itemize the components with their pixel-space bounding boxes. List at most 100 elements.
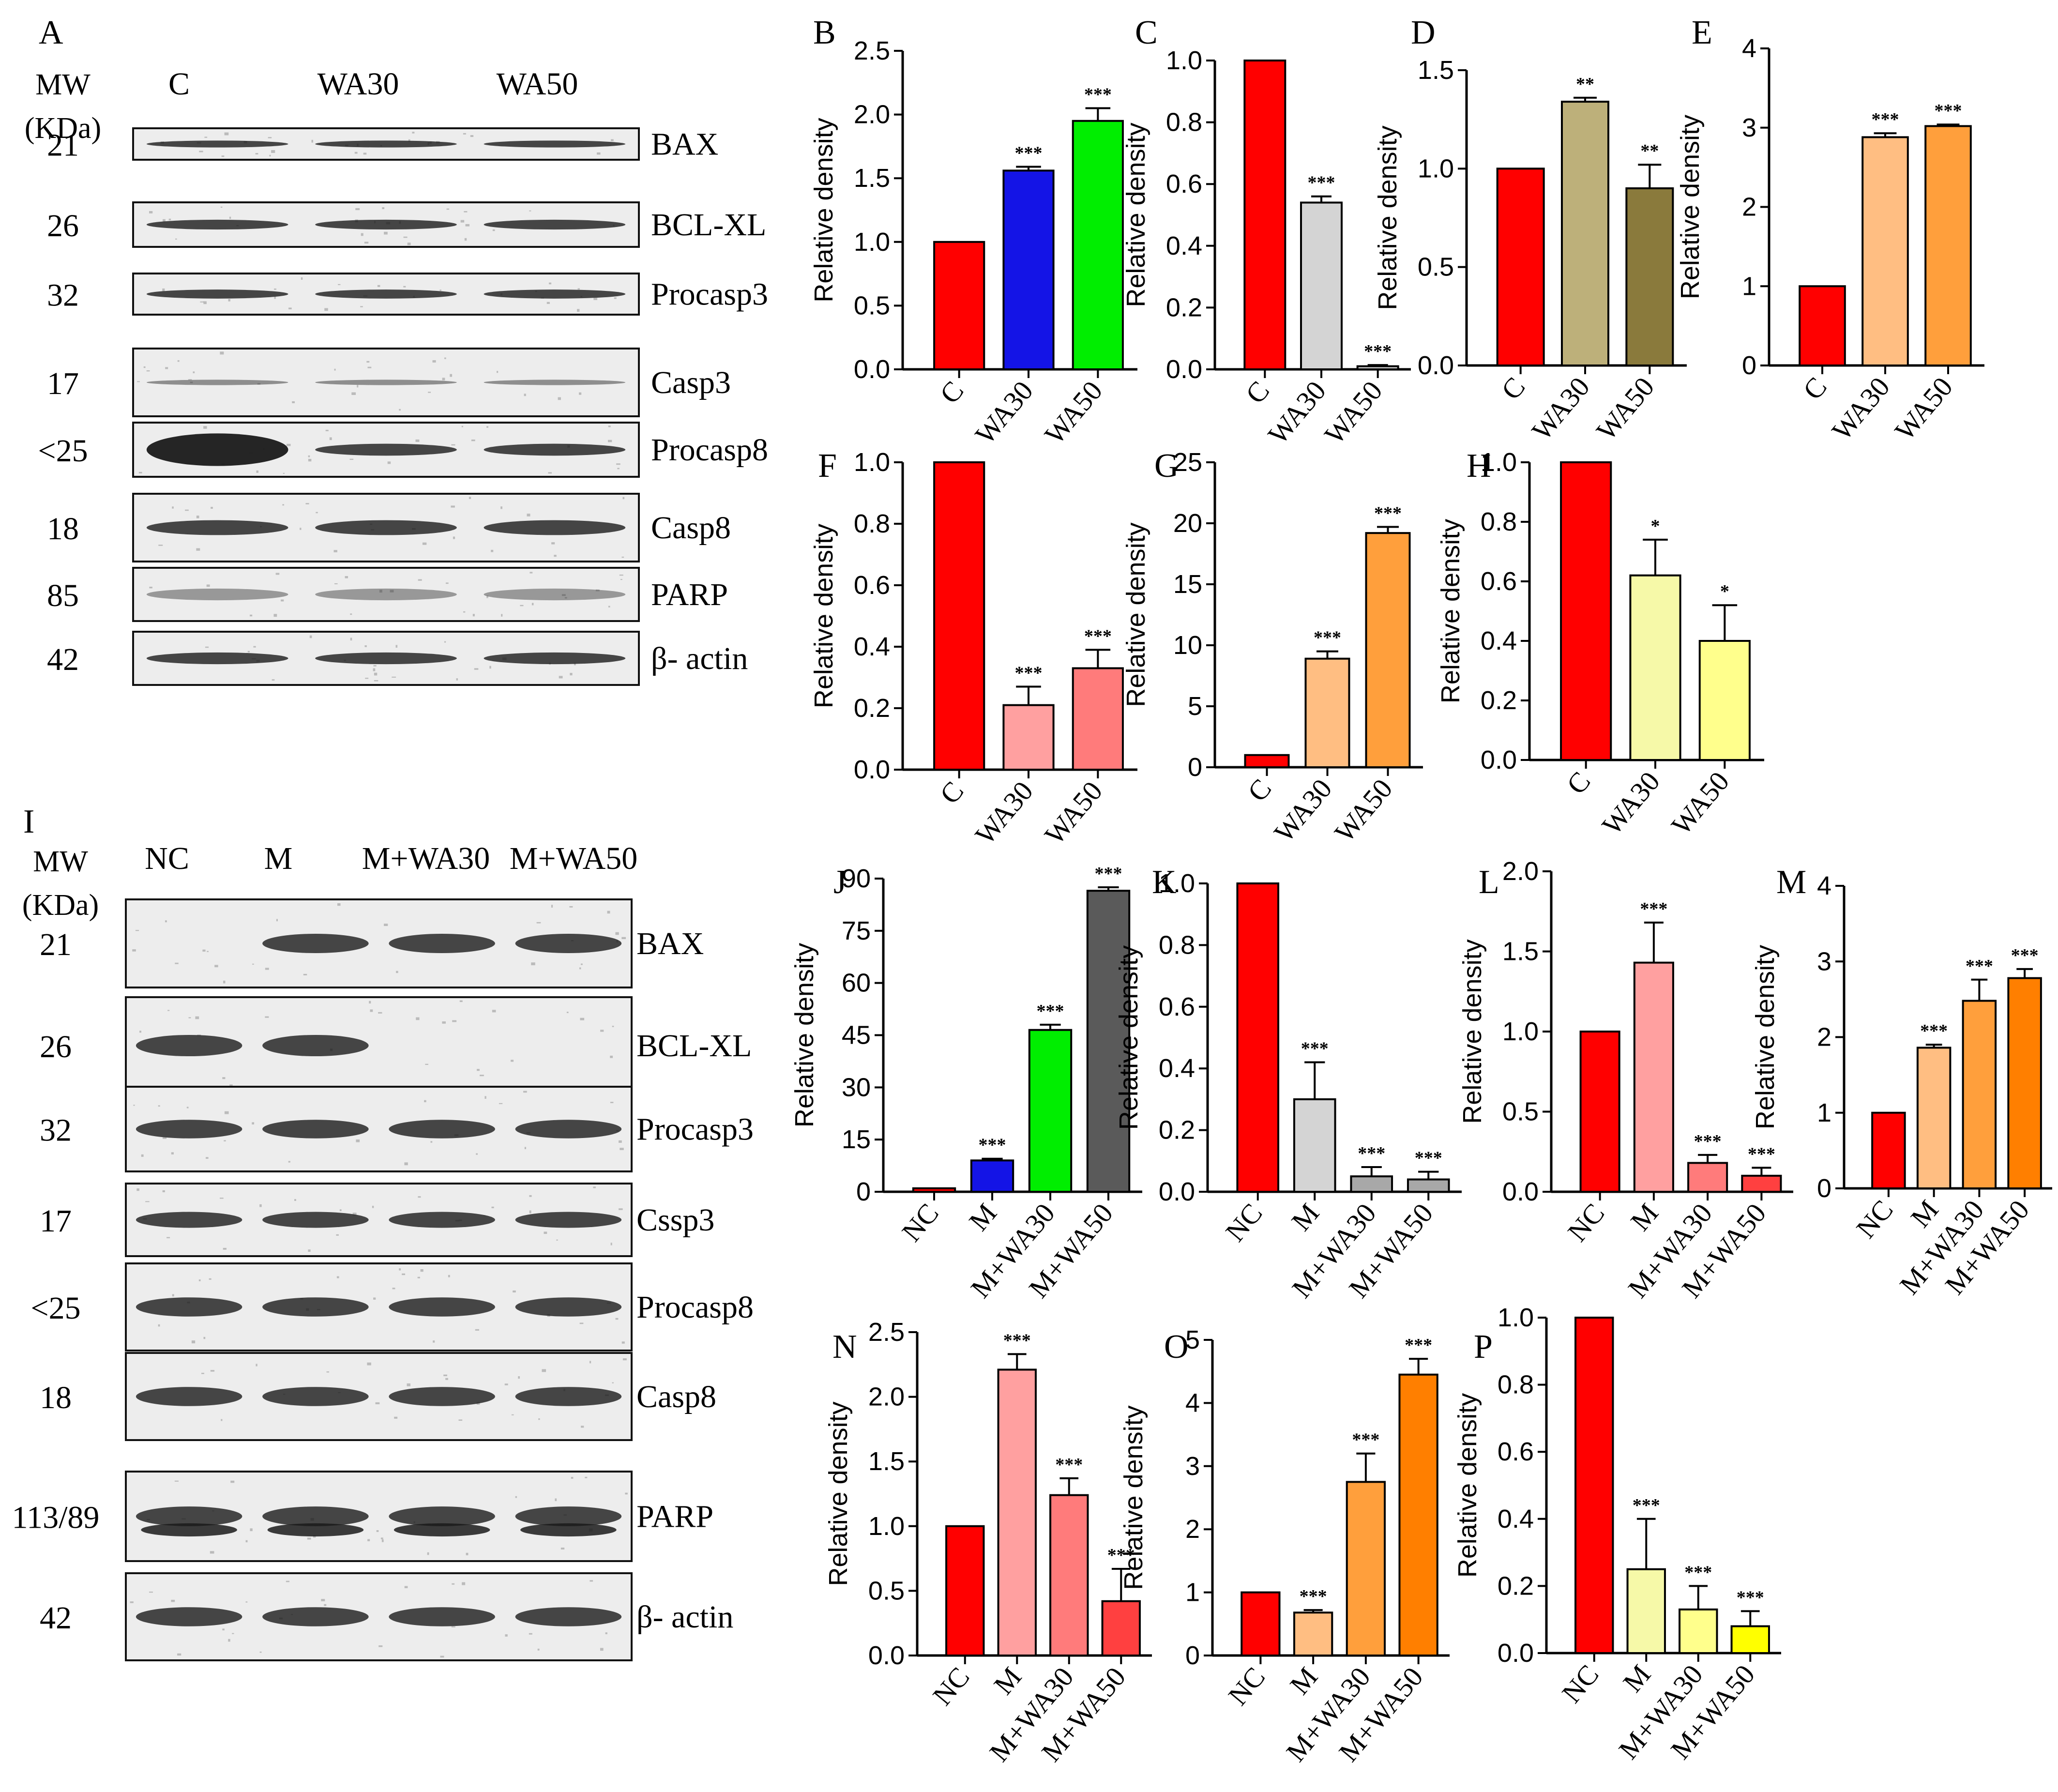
y-tick-label: 2.5 [868, 1318, 905, 1347]
blot-speckle [325, 429, 329, 431]
blot-band [141, 1523, 237, 1537]
blot-speckle [146, 370, 150, 372]
blot-speckle [531, 962, 535, 966]
blot-band [136, 1506, 242, 1526]
blot-speckle [486, 426, 488, 428]
mw-value: 85 [47, 578, 79, 613]
bar [1679, 1608, 1718, 1654]
blot-band [515, 1607, 622, 1626]
blot-speckle [224, 1111, 229, 1114]
panel-label: A [39, 14, 63, 51]
y-tick-label: 0.0 [1502, 1177, 1539, 1206]
x-tick-label: M [1285, 1198, 1325, 1237]
bar [1916, 1047, 1952, 1189]
blot-speckle [214, 965, 218, 968]
y-tick-label: 3 [1817, 947, 1831, 976]
blot-speckle [141, 1154, 144, 1157]
bar [1407, 1178, 1450, 1193]
blot-speckle [311, 139, 313, 143]
blot-speckle [308, 455, 310, 457]
y-tick-label: 0.5 [868, 1576, 905, 1605]
blot-speckle [326, 1371, 330, 1373]
blot-speckle [589, 1361, 591, 1364]
significance-label: *** [1374, 503, 1402, 524]
blot-speckle [199, 151, 203, 152]
blot-speckle [530, 572, 533, 574]
blot-speckle [274, 296, 276, 299]
blot-speckle [492, 229, 495, 231]
protein-label: β- actin [651, 641, 748, 676]
blot-speckle [369, 1001, 371, 1004]
y-tick-label: 0.5 [1418, 253, 1454, 282]
mw-value: 17 [40, 1203, 72, 1239]
bar [1633, 961, 1674, 1193]
blot-speckle [207, 951, 209, 952]
blot-speckle [165, 920, 167, 923]
blot-speckle [247, 651, 250, 653]
mw-value: <25 [30, 1291, 80, 1326]
y-tick-label: 0.6 [1159, 992, 1195, 1021]
blot-speckle [211, 507, 213, 509]
y-tick-label: 4 [1185, 1388, 1200, 1417]
protein-label: BCL-XL [636, 1028, 752, 1063]
bar [1871, 1111, 1906, 1189]
blot-speckle [491, 1206, 494, 1208]
y-tick-label: 25 [1173, 448, 1202, 477]
blot-speckle [138, 471, 142, 473]
x-tick-label: WA50 [1318, 375, 1389, 450]
significance-label: *** [1633, 1495, 1660, 1516]
blot-speckle [444, 641, 446, 643]
blot-speckle [395, 645, 398, 648]
blot-speckle [223, 980, 226, 984]
y-tick-label: 0.2 [1159, 1116, 1195, 1145]
blot-speckle [607, 440, 612, 442]
mw-value: 18 [40, 1380, 72, 1415]
blot-speckle [336, 1234, 339, 1236]
blot-band [515, 1212, 622, 1228]
blot-band [389, 1607, 495, 1626]
blot-speckle [427, 1552, 429, 1555]
blot-row: 21 BAX [40, 898, 704, 988]
blot-band [146, 520, 288, 535]
protein-label: Cssp3 [636, 1202, 714, 1238]
significance-label: *** [1405, 1335, 1432, 1355]
blot-speckle [200, 301, 204, 303]
blot-speckle [621, 556, 624, 558]
blot-speckle [497, 371, 499, 373]
blot-speckle [480, 1075, 484, 1077]
y-tick-label: 90 [842, 864, 871, 893]
blot-speckle [595, 589, 600, 592]
blot-speckle [464, 238, 467, 241]
blot-speckle [130, 1601, 134, 1603]
bar [1924, 125, 1972, 366]
y-tick-label: 1.5 [868, 1447, 905, 1476]
bar [1962, 1000, 1997, 1189]
blot-band [136, 1120, 242, 1139]
bar [1002, 704, 1055, 771]
blot-row: 18 Casp8 [47, 493, 731, 562]
blot-band [315, 289, 457, 299]
bar [1687, 1162, 1728, 1193]
blot-speckle [585, 1476, 588, 1478]
blot-speckle [600, 1030, 604, 1032]
blot-speckle [416, 1017, 420, 1020]
mw-value: 26 [47, 208, 79, 243]
blot-band [315, 219, 457, 230]
blot-speckle [381, 1539, 384, 1542]
blot-band [136, 1387, 242, 1406]
lane-label: M [264, 841, 293, 876]
bar [1561, 101, 1609, 367]
blot-speckle [515, 1496, 517, 1498]
bar [1293, 1611, 1333, 1656]
significance-label: *** [1003, 1330, 1031, 1351]
blot-row: <25 Procasp8 [30, 1262, 754, 1352]
blot-speckle [476, 1153, 478, 1155]
blot-speckle [617, 468, 620, 470]
blot-speckle [269, 154, 271, 157]
blot-speckle [619, 1208, 623, 1210]
blot-speckle [220, 206, 223, 208]
x-tick-label: WA50 [1328, 773, 1398, 848]
protein-label: BAX [651, 127, 718, 162]
significance-label: *** [1358, 1143, 1385, 1164]
